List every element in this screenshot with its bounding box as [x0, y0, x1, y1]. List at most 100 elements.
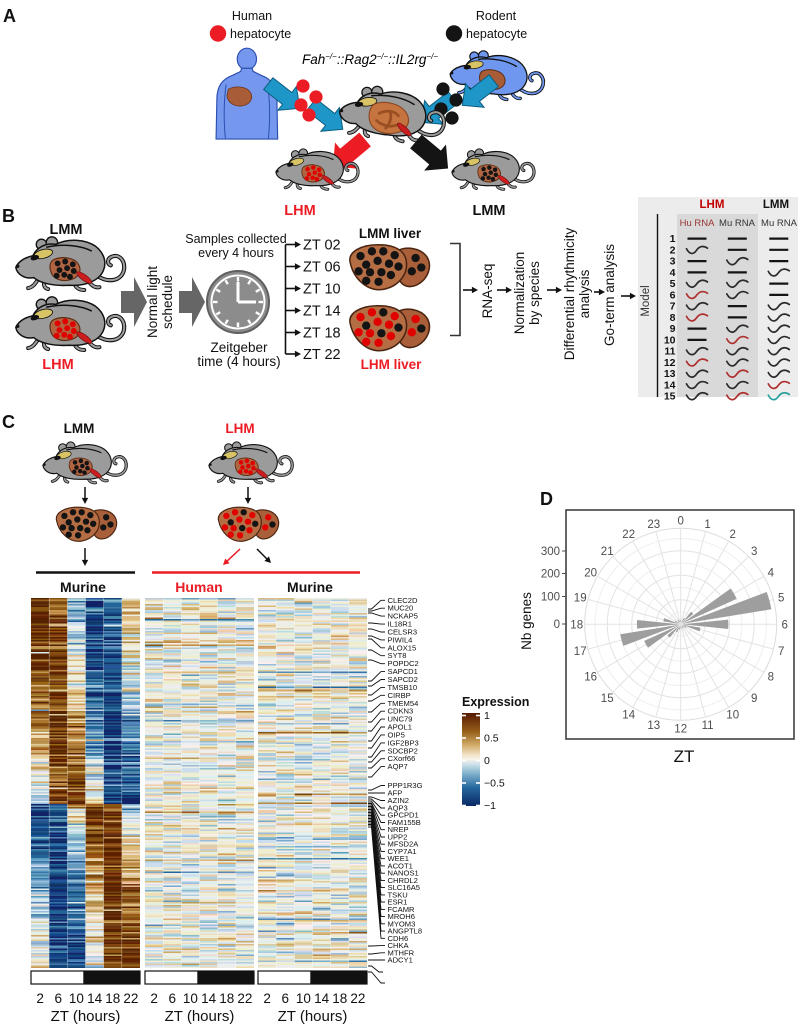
svg-text:17: 17	[574, 646, 587, 658]
svg-text:CDKN3: CDKN3	[388, 707, 414, 716]
svg-text:TSKU: TSKU	[388, 890, 408, 899]
svg-text:Human: Human	[175, 579, 222, 595]
svg-text:7: 7	[778, 646, 784, 658]
svg-text:AFP: AFP	[388, 789, 403, 798]
svg-text:6: 6	[55, 991, 63, 1006]
svg-text:6: 6	[281, 991, 289, 1006]
svg-text:2: 2	[36, 991, 44, 1006]
svg-text:18: 18	[332, 991, 347, 1006]
svg-text:LMM: LMM	[49, 222, 82, 238]
svg-text:UPP2: UPP2	[388, 833, 408, 842]
svg-text:0: 0	[677, 515, 683, 527]
svg-text:ALOX15: ALOX15	[388, 643, 417, 652]
svg-text:CIRBP: CIRBP	[388, 691, 411, 700]
svg-text:15: 15	[601, 693, 614, 705]
svg-text:B: B	[2, 206, 15, 226]
svg-text:12: 12	[674, 723, 687, 735]
svg-text:ZT (hours): ZT (hours)	[165, 1008, 235, 1025]
svg-text:0: 0	[554, 619, 560, 631]
svg-text:14: 14	[622, 709, 635, 721]
svg-text:Expression: Expression	[462, 695, 529, 709]
svg-text:14: 14	[314, 991, 330, 1006]
svg-text:SDCBP2: SDCBP2	[388, 746, 418, 755]
svg-text:ZT 06: ZT 06	[303, 260, 341, 276]
svg-text:−0.5: −0.5	[484, 778, 505, 790]
svg-text:NANOS1: NANOS1	[388, 869, 419, 878]
svg-text:Mu RNA: Mu RNA	[761, 218, 798, 229]
svg-text:FCAMR: FCAMR	[388, 905, 416, 914]
svg-text:6: 6	[670, 289, 676, 301]
svg-text:−1: −1	[484, 800, 496, 812]
svg-text:ZT 14: ZT 14	[303, 304, 341, 320]
svg-text:by species: by species	[527, 261, 542, 325]
svg-text:Model: Model	[640, 285, 652, 316]
svg-text:Murine: Murine	[287, 579, 333, 595]
svg-text:hepatocyte: hepatocyte	[230, 27, 291, 41]
svg-text:20: 20	[584, 567, 597, 579]
svg-text:10: 10	[69, 991, 84, 1006]
svg-text:NCKAP5: NCKAP5	[388, 612, 418, 621]
svg-text:OIP5: OIP5	[388, 730, 405, 739]
svg-text:schedule: schedule	[160, 275, 175, 329]
svg-text:18: 18	[219, 991, 234, 1006]
svg-text:2: 2	[729, 529, 735, 541]
svg-text:LMM: LMM	[64, 421, 95, 436]
svg-text:16: 16	[584, 671, 597, 683]
svg-text:CDH6: CDH6	[388, 934, 409, 943]
svg-text:200: 200	[541, 569, 560, 581]
svg-text:Human: Human	[232, 9, 272, 23]
svg-text:TMEM54: TMEM54	[388, 699, 419, 708]
svg-text:MUC20: MUC20	[388, 604, 414, 613]
svg-text:22: 22	[622, 529, 635, 541]
svg-text:ESR1: ESR1	[388, 898, 408, 907]
svg-text:ZT 18: ZT 18	[303, 326, 341, 342]
svg-text:100: 100	[541, 592, 560, 604]
svg-text:time (4 hours): time (4 hours)	[197, 354, 280, 369]
svg-text:AQP7: AQP7	[388, 762, 408, 771]
svg-text:6: 6	[781, 619, 787, 631]
svg-text:2: 2	[150, 991, 158, 1006]
svg-text:4: 4	[670, 267, 676, 279]
svg-text:CELSR3: CELSR3	[388, 628, 418, 637]
svg-text:18: 18	[570, 619, 583, 631]
svg-text:AZIN2: AZIN2	[388, 796, 410, 805]
svg-text:MFSD2A: MFSD2A	[388, 840, 420, 849]
svg-text:UNC79: UNC79	[388, 715, 413, 724]
svg-text:ACOT1: ACOT1	[388, 861, 413, 870]
svg-text:4: 4	[768, 567, 775, 579]
svg-text:ZT: ZT	[674, 747, 695, 766]
svg-text:1: 1	[704, 519, 710, 531]
svg-text:MROH6: MROH6	[388, 912, 415, 921]
svg-text:LHM: LHM	[284, 203, 315, 219]
svg-text:TMSB10: TMSB10	[388, 683, 418, 692]
svg-text:1: 1	[484, 710, 490, 722]
svg-text:NREP: NREP	[388, 825, 409, 834]
svg-text:CXorf66: CXorf66	[388, 754, 416, 763]
svg-text:0.5: 0.5	[484, 733, 499, 745]
svg-text:Go-term analysis: Go-term analysis	[602, 244, 617, 346]
svg-text:D: D	[540, 489, 553, 509]
svg-text:22: 22	[237, 991, 252, 1006]
svg-text:Zeitgeber: Zeitgeber	[210, 340, 268, 355]
svg-text:Murine: Murine	[60, 579, 106, 595]
svg-text:MYOM3: MYOM3	[388, 919, 416, 928]
svg-text:Hu RNA: Hu RNA	[680, 218, 716, 229]
svg-text:10: 10	[726, 709, 739, 721]
svg-text:RNA-seq: RNA-seq	[480, 264, 495, 319]
svg-text:Normalization: Normalization	[512, 252, 527, 335]
svg-text:11: 11	[702, 720, 714, 732]
svg-text:LMM: LMM	[763, 199, 789, 211]
svg-text:9: 9	[751, 693, 757, 705]
svg-text:LHM: LHM	[700, 199, 725, 211]
svg-text:ZT (hours): ZT (hours)	[278, 1008, 348, 1025]
svg-text:Nb genes: Nb genes	[519, 592, 534, 650]
svg-text:21: 21	[601, 546, 614, 558]
svg-text:19: 19	[574, 592, 587, 604]
svg-text:14: 14	[87, 991, 103, 1006]
svg-text:9: 9	[670, 323, 676, 335]
svg-text:A: A	[3, 6, 16, 26]
svg-text:AQP3: AQP3	[388, 804, 408, 813]
svg-text:7: 7	[670, 301, 676, 313]
svg-text:ADCY1: ADCY1	[388, 956, 413, 965]
svg-text:10: 10	[296, 991, 311, 1006]
